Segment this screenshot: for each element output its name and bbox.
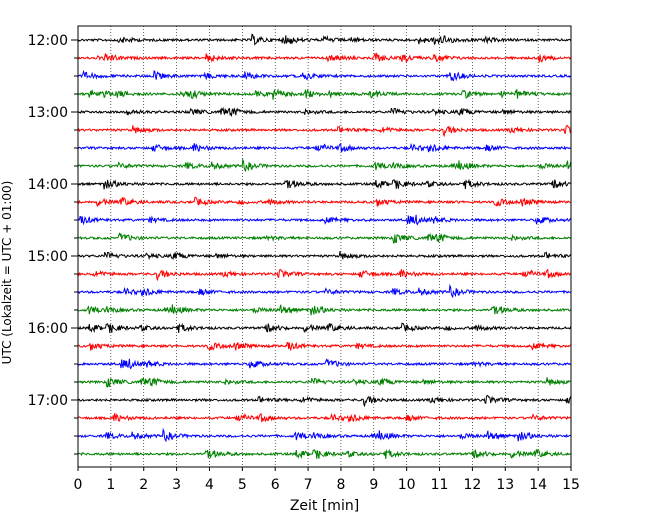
x-tick-label: 14 xyxy=(529,477,547,493)
seismic-trace xyxy=(77,322,572,334)
x-tick-label: 1 xyxy=(106,477,115,493)
seismic-trace xyxy=(77,88,572,100)
x-tick-label: 8 xyxy=(336,477,345,493)
seismic-trace xyxy=(77,448,572,460)
y-tick-label: 15:00 xyxy=(28,249,68,265)
y-tick-label: 13:00 xyxy=(28,105,68,121)
x-tick-label: 4 xyxy=(205,477,214,493)
x-tick-label: 3 xyxy=(172,477,181,493)
seismic-trace xyxy=(77,304,572,316)
seismic-trace xyxy=(77,178,572,190)
y-tick-label: 14:00 xyxy=(28,177,68,193)
x-tick-label: 2 xyxy=(139,477,148,493)
seismic-trace xyxy=(77,283,572,299)
seismic-trace xyxy=(77,196,572,207)
x-tick-label: 12 xyxy=(463,477,481,493)
seismic-trace xyxy=(77,142,572,153)
x-tick-label: 11 xyxy=(431,477,449,493)
seismic-trace xyxy=(77,157,572,173)
seismic-trace xyxy=(77,394,572,408)
y-tick-label: 12:00 xyxy=(28,33,68,49)
x-tick-label: 10 xyxy=(398,477,416,493)
seismic-trace xyxy=(77,232,572,244)
seismic-trace xyxy=(77,412,572,423)
y-tick-label: 16:00 xyxy=(28,321,68,337)
seismic-trace xyxy=(77,342,572,352)
x-axis-ticks: 0 1 2 3 4 5 6 7 8 9 10 11 12 13 14 15 xyxy=(74,467,580,493)
seismic-trace xyxy=(77,33,572,46)
seismic-traces xyxy=(77,33,572,460)
seismic-trace xyxy=(77,52,572,64)
x-tick-label: 0 xyxy=(74,477,83,493)
x-tick-label: 6 xyxy=(271,477,280,493)
seismic-trace xyxy=(77,106,572,117)
x-tick-label: 5 xyxy=(238,477,247,493)
seismic-trace xyxy=(77,268,572,282)
seismic-trace xyxy=(77,214,572,226)
x-tick-label: 15 xyxy=(562,477,580,493)
seismic-trace xyxy=(77,358,572,370)
seismic-trace xyxy=(77,69,572,82)
x-tick-label: 7 xyxy=(304,477,313,493)
seismic-trace xyxy=(77,376,572,388)
x-tick-label: 13 xyxy=(496,477,514,493)
seismic-trace xyxy=(77,251,572,261)
y-axis-label: UTC (Lokalzeit = UTC + 01:00) xyxy=(0,181,14,365)
seismic-trace xyxy=(77,427,572,443)
plot-frame xyxy=(77,25,572,468)
x-axis-label: Zeit [min] xyxy=(290,498,359,514)
x-tick-label: 9 xyxy=(369,477,378,493)
seismic-trace xyxy=(77,124,572,138)
y-tick-label: 17:00 xyxy=(28,393,68,409)
y-axis-ticks: 12:00 13:00 14:00 15:00 16:00 17:00 xyxy=(28,33,78,455)
